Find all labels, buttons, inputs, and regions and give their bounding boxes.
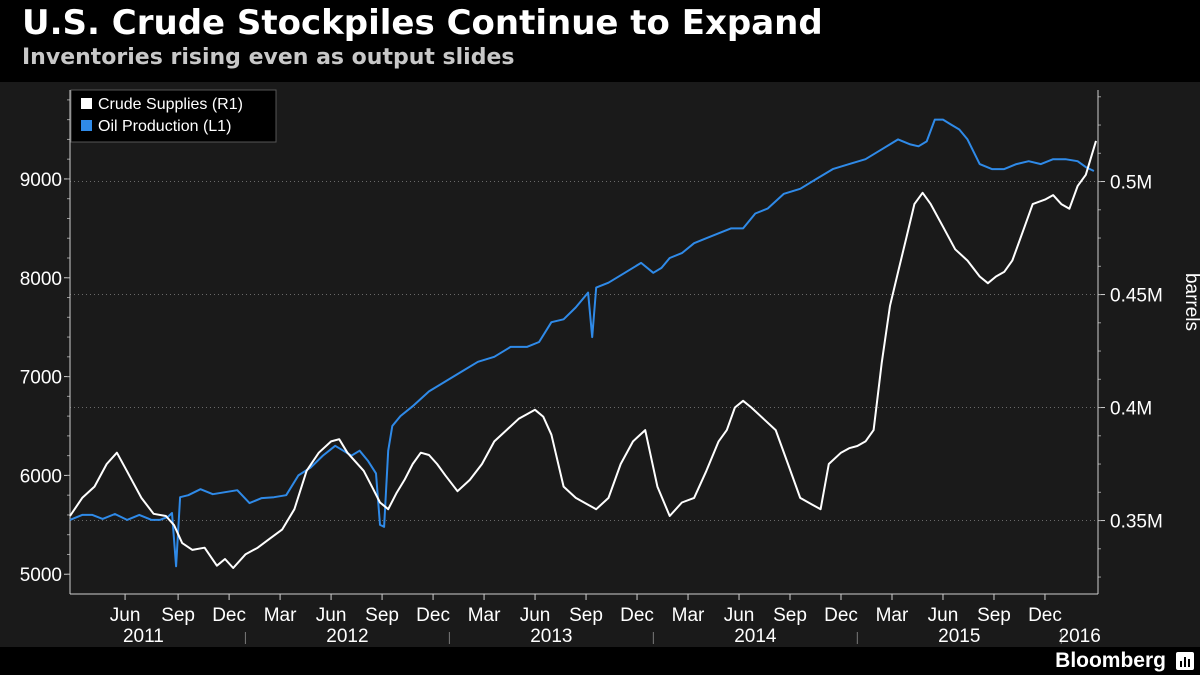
x-axis-month-label: Jun xyxy=(520,605,551,626)
left-axis-label: 5000 xyxy=(20,565,62,586)
x-axis-month-label: Dec xyxy=(1028,605,1062,626)
x-axis-month-label: Sep xyxy=(569,605,603,626)
x-axis-month-label: Mar xyxy=(672,605,705,626)
x-axis-month-label: Dec xyxy=(416,605,450,626)
legend-swatch-crude xyxy=(81,98,92,109)
x-axis-month-label: Sep xyxy=(365,605,399,626)
line-chart: 0.35M 0.4M 0.45M 0.5M 5000 6000 7000 8000 9000 ba… xyxy=(20,89,1200,647)
legend: Crude Supplies (R1) Oil Production (L1) xyxy=(70,89,277,143)
x-axis-month-label: Sep xyxy=(161,605,195,626)
left-axis-label: 6000 xyxy=(20,466,62,487)
x-axis-month-label: Mar xyxy=(468,605,501,626)
bar-chart-icon xyxy=(1176,652,1194,670)
x-axis-year-label: 2012 xyxy=(326,626,368,647)
chart-title: U.S. Crude Stockpiles Continue to Expand xyxy=(22,3,823,43)
chart-subtitle: Inventories rising even as output slides xyxy=(22,45,515,70)
x-axis-month-label: Jun xyxy=(110,605,141,626)
legend-label-crude: Crude Supplies (R1) xyxy=(98,96,243,113)
grid-lines xyxy=(70,181,1098,522)
legend-label-production: Oil Production (L1) xyxy=(98,118,231,135)
x-axis-month-label: Sep xyxy=(977,605,1011,626)
left-axis-label: 8000 xyxy=(20,269,62,290)
series-layer xyxy=(69,118,1097,569)
x-axis-year-label: 2014 xyxy=(734,626,777,647)
header: U.S. Crude Stockpiles Continue to Expand… xyxy=(0,0,1200,82)
right-axis-title: barrels xyxy=(1181,273,1200,331)
x-axis-month-label: Sep xyxy=(773,605,807,626)
crude-supplies-line xyxy=(69,140,1097,569)
x-axis-month-label: Jun xyxy=(928,605,959,626)
x-axis-month-label: Mar xyxy=(876,605,909,626)
x-axis-month-label: Dec xyxy=(824,605,858,626)
x-axis-month-label: Dec xyxy=(212,605,246,626)
left-axis-label: 9000 xyxy=(20,170,62,191)
x-axis-month-label: Dec xyxy=(620,605,654,626)
x-axis-month-label: Mar xyxy=(264,605,297,626)
x-axis-month-label: Jun xyxy=(724,605,755,626)
x-axis-year-label: 2015 xyxy=(938,626,980,647)
x-axis-year-label: 2013 xyxy=(530,626,572,647)
right-axis-label: 0.4M xyxy=(1110,399,1152,420)
legend-swatch-production xyxy=(81,120,92,131)
right-axis-label: 0.5M xyxy=(1110,173,1152,194)
x-axis-month-label: Jun xyxy=(316,605,347,626)
axes: 0.35M 0.4M 0.45M 0.5M 5000 6000 7000 8000 9000 ba… xyxy=(20,90,1200,647)
oil-production-line xyxy=(69,118,1095,568)
right-axis-label: 0.35M xyxy=(1110,512,1163,533)
chart-panel: 0.35M 0.4M 0.45M 0.5M 5000 6000 7000 8000 9000 ba… xyxy=(0,82,1200,647)
x-axis-year-label: 2011 xyxy=(123,626,164,647)
x-axis-year-label: 2016 xyxy=(1059,626,1101,647)
left-axis-label: 7000 xyxy=(20,368,62,389)
legend-box xyxy=(70,89,277,143)
footer: Bloomberg xyxy=(0,647,1200,675)
right-axis-label: 0.45M xyxy=(1110,286,1163,307)
bloomberg-logo: Bloomberg xyxy=(1055,649,1166,672)
